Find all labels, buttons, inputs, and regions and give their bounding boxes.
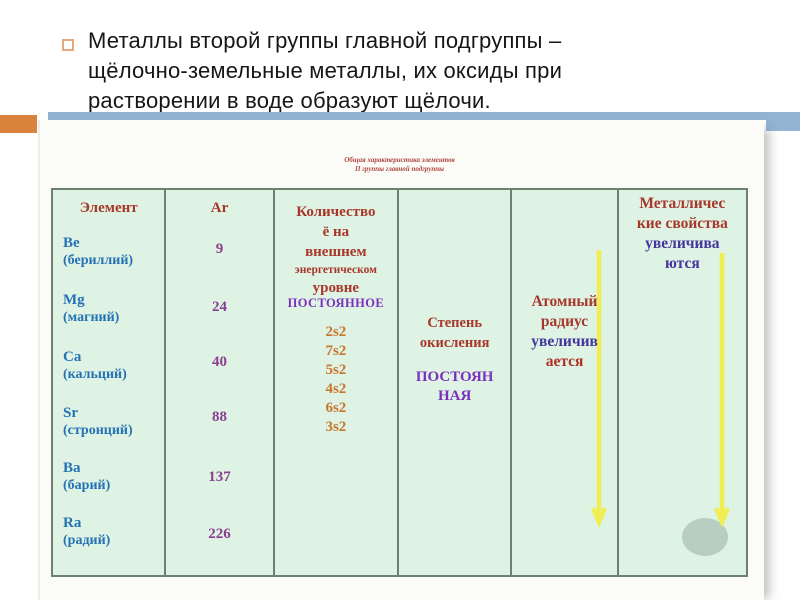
element-symbol: Ca (63, 349, 82, 365)
element-name: (кальций) (63, 367, 127, 382)
text-line: увеличива (645, 235, 720, 252)
table-caption: Общая характеристика элементов II группы… (51, 156, 748, 174)
metallic-properties-increase-arrow-icon (713, 253, 730, 528)
slide-text-line: щёлочно-земельные металлы, их оксиды при (88, 58, 563, 83)
text-line: Металличес (639, 195, 726, 212)
column-oxidation: Степень окисления ПОСТОЯН НАЯ (399, 190, 513, 575)
element-name: (радий) (63, 533, 111, 548)
config-value: 3s2 (325, 419, 347, 435)
column-metallic-properties: Металличес кие свойства увеличива ются (619, 190, 746, 575)
config-value: 6s2 (325, 400, 347, 416)
config-value: 5s2 (325, 362, 347, 378)
header-line: энергетическом (294, 264, 377, 276)
header-line: уровне (312, 280, 360, 296)
element-symbol: Be (63, 235, 80, 251)
bullet-marker-icon (62, 39, 74, 51)
header-line: Количество (296, 204, 376, 220)
element-name: (стронций) (63, 423, 133, 438)
atomic-radius-text: Атомный радиус увеличив ается (512, 292, 616, 372)
element-name: (магний) (63, 310, 120, 325)
ar-value: 9 (215, 241, 224, 257)
atomic-radius-increase-arrow-icon (591, 250, 608, 528)
divider-bar (48, 112, 800, 120)
slide-title-text: Металлы второй группы главной подгруппы … (88, 26, 562, 116)
column-ar: Ar 9 24 40 88 137 226 (166, 190, 275, 575)
element-row: Mg (магний) (63, 291, 119, 327)
metallic-properties-text: Металличес кие свойства увеличива ются (619, 194, 746, 274)
slide-text-line: растворении в воде образуют щёлочи. (88, 88, 491, 113)
constant-label: ПОСТОЯННОЕ (287, 296, 385, 310)
scan-spot (681, 518, 728, 556)
electron-configs: 2s2 7s2 5s2 4s2 6s2 3s2 (275, 323, 397, 437)
config-value: 7s2 (325, 343, 347, 359)
header-line: внешнем (305, 244, 367, 260)
divider-endcap (766, 112, 800, 131)
element-symbol: Ba (63, 460, 81, 476)
header-line: Степень (427, 315, 482, 331)
caption-line: II группы главной подгруппы (355, 165, 444, 173)
config-value: 4s2 (325, 381, 347, 397)
slide-text-line: Металлы второй группы главной подгруппы … (88, 28, 562, 53)
element-row: Ra (радий) (63, 514, 110, 550)
column-atomic-radius: Атомный радиус увеличив ается (512, 190, 619, 575)
element-name: (барий) (63, 478, 111, 493)
oxidation-constant-label: ПОСТОЯН НАЯ (399, 368, 510, 406)
text-line: кие свойства (636, 215, 728, 232)
ar-value: 88 (212, 409, 228, 425)
ar-value: 24 (212, 299, 228, 315)
oxidation-header: Степень окисления (399, 313, 510, 353)
element-row: Sr (стронций) (63, 404, 133, 440)
element-symbol: Ra (63, 515, 82, 531)
element-symbol: Sr (63, 405, 78, 421)
header-line: ё на (322, 224, 350, 240)
constant-line: НАЯ (438, 388, 472, 404)
text-line: Атомный (531, 293, 598, 310)
elements-table: Элемент Be (бериллий) Mg (магний) Ca (ка… (51, 188, 748, 577)
text-line: ются (665, 255, 700, 272)
constant-line: ПОСТОЯН (415, 369, 494, 385)
ar-value: 137 (208, 469, 231, 485)
text-line: радиус (540, 313, 589, 330)
column-element: Элемент Be (бериллий) Mg (магний) Ca (ка… (53, 190, 167, 575)
column-outer-electrons: Количество ё на внешнем энергетическом у… (275, 190, 399, 575)
element-row: Be (бериллий) (63, 234, 133, 270)
text-line: увеличив (531, 333, 598, 350)
element-row: Ca (кальций) (63, 348, 127, 384)
ar-value: 40 (212, 354, 228, 370)
accent-block (0, 115, 37, 133)
outer-electrons-header: Количество ё на внешнем энергетическом у… (275, 202, 397, 298)
element-name: (бериллий) (63, 253, 134, 268)
ar-value: 226 (208, 526, 231, 542)
element-symbol: Mg (63, 292, 85, 308)
element-row: Ba (барий) (63, 459, 110, 495)
config-value: 2s2 (325, 324, 347, 340)
caption-line: Общая характеристика элементов (344, 156, 455, 164)
column-element-header: Элемент (79, 200, 138, 216)
column-ar-header: Ar (210, 200, 229, 216)
header-line: окисления (419, 335, 490, 351)
text-line: ается (545, 353, 584, 370)
